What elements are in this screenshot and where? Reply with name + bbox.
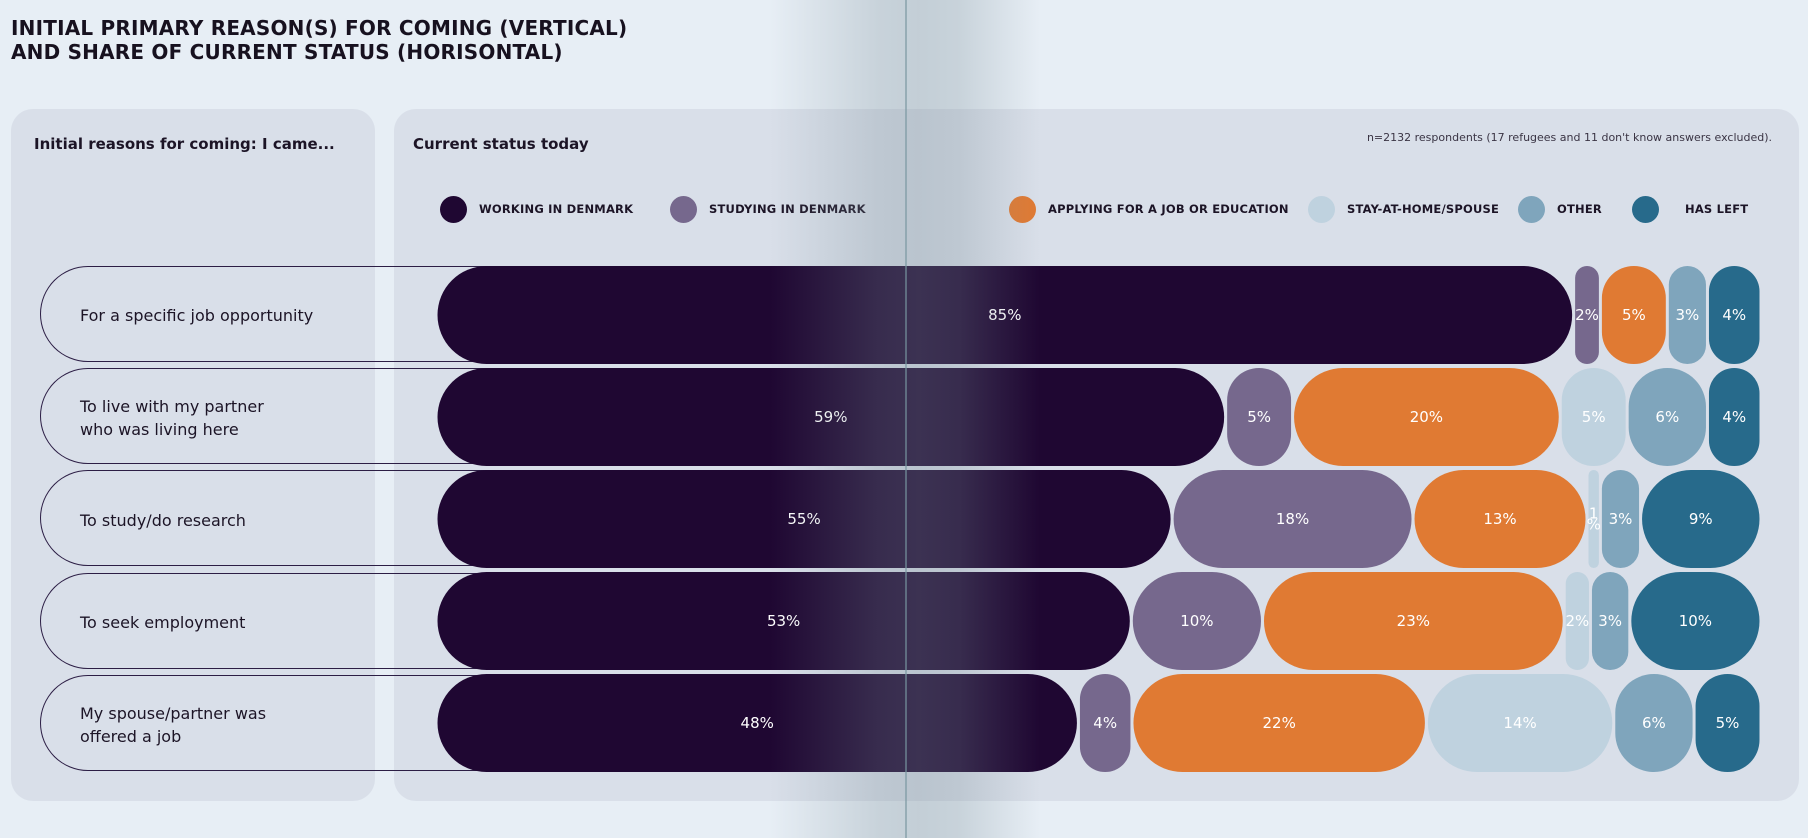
data-label-left: 5% <box>1716 714 1740 732</box>
bar-segment-studying <box>1132 572 1261 670</box>
legend-swatch-studying <box>670 195 697 223</box>
bar-segment-applying <box>1133 674 1425 772</box>
bar-segment-stay <box>1561 368 1626 466</box>
row-label-outline <box>40 266 510 362</box>
row-label-specific-job: For a specific job opportunity <box>80 306 314 325</box>
data-label-left: 4% <box>1722 408 1746 426</box>
bar-segment-other <box>1601 470 1640 568</box>
bar-segment-other <box>1615 674 1693 772</box>
data-label-other: 3% <box>1598 612 1622 630</box>
row-label-spouse-offered-job: My spouse/partner was offered a job <box>80 704 267 746</box>
data-label-stay: 1% <box>1587 505 1601 534</box>
data-label-working: 59% <box>814 408 847 426</box>
bar-segment-studying <box>1173 470 1412 568</box>
legend-item-other: OTHER <box>1518 195 1602 223</box>
legend-label-applying: APPLYING FOR A JOB OR EDUCATION <box>1048 202 1289 216</box>
legend-swatch-applying <box>1009 195 1036 223</box>
data-label-other: 6% <box>1655 408 1679 426</box>
bar-segment-working <box>437 266 1573 364</box>
row-label-outline <box>40 675 510 771</box>
sample-note: n=2132 respondents (17 refugees and 11 d… <box>1366 131 1772 144</box>
legend-item-studying: STUDYING IN DENMARK <box>670 195 866 223</box>
legend-item-left: HAS LEFT <box>1632 195 1748 223</box>
row-label-outline <box>40 573 510 669</box>
bar-segment-other <box>1668 266 1706 364</box>
bar-segment-stay <box>1588 470 1599 568</box>
bar-segment-applying <box>1294 368 1559 466</box>
legend-label-working: WORKING IN DENMARK <box>479 202 634 216</box>
data-label-studying: 5% <box>1247 408 1271 426</box>
legend-swatch-working <box>440 195 467 223</box>
data-label-applying: 23% <box>1397 612 1430 630</box>
data-label-stay: 5% <box>1582 408 1606 426</box>
legend-label-stay: STAY-AT-HOME/SPOUSE <box>1347 202 1500 216</box>
data-label-working: 53% <box>767 612 800 630</box>
legend-swatch-other <box>1518 195 1545 223</box>
legend-swatch-left <box>1632 195 1659 223</box>
bar-segment-left <box>1708 266 1760 364</box>
bar-segment-other <box>1628 368 1706 466</box>
legend-label-left: HAS LEFT <box>1685 202 1749 216</box>
bar-segment-applying <box>1601 266 1666 364</box>
row-label-outline <box>40 368 510 464</box>
bar-segment-applying <box>1414 470 1586 568</box>
bar-segment-working <box>437 674 1077 772</box>
data-label-studying: 2% <box>1575 306 1599 324</box>
data-label-other: 3% <box>1609 510 1633 528</box>
data-label-working: 55% <box>787 510 820 528</box>
data-label-working: 85% <box>988 306 1021 324</box>
data-label-studying: 18% <box>1276 510 1309 528</box>
reasons-heading: Initial reasons for coming: I came... <box>34 135 335 153</box>
bar-segment-left <box>1642 470 1760 568</box>
bar-segment-left <box>1695 674 1760 772</box>
data-label-left: 10% <box>1679 612 1712 630</box>
data-label-studying: 10% <box>1180 612 1213 630</box>
legend-label-studying: STUDYING IN DENMARK <box>709 202 866 216</box>
legend-item-stay: STAY-AT-HOME/SPOUSE <box>1308 195 1499 223</box>
row-label-live-with-partner: To live with my partner who was living h… <box>80 397 264 439</box>
data-label-working: 48% <box>741 714 774 732</box>
legend-label-other: OTHER <box>1557 202 1602 216</box>
data-label-left: 9% <box>1689 510 1713 528</box>
chart-title: INITIAL PRIMARY REASON(S) FOR COMING (VE… <box>11 16 628 64</box>
bar-segment-studying <box>1575 266 1599 364</box>
bar-segment-applying <box>1263 572 1563 670</box>
data-label-applying: 22% <box>1263 714 1296 732</box>
row-label-study-research: To study/do research <box>80 511 246 530</box>
data-label-stay: 14% <box>1503 714 1536 732</box>
data-label-stay: 2% <box>1565 612 1589 630</box>
bar-segment-working <box>437 368 1225 466</box>
bar-segment-working <box>437 572 1130 670</box>
status-heading: Current status today <box>413 135 589 153</box>
legend-swatch-stay <box>1308 195 1335 223</box>
bar-segment-stay <box>1427 674 1613 772</box>
data-label-applying: 13% <box>1483 510 1516 528</box>
data-label-left: 4% <box>1722 306 1746 324</box>
bar-segment-working <box>437 470 1171 568</box>
bar-segment-studying <box>1079 674 1131 772</box>
data-label-other: 3% <box>1675 306 1699 324</box>
bar-segment-stay <box>1565 572 1589 670</box>
bar-segment-studying <box>1227 368 1292 466</box>
row-label-seek-employment: To seek employment <box>80 613 246 632</box>
data-label-studying: 4% <box>1093 714 1117 732</box>
data-label-other: 6% <box>1642 714 1666 732</box>
legend-item-working: WORKING IN DENMARK <box>440 195 633 223</box>
bar-segment-other <box>1591 572 1629 670</box>
bar-segment-left <box>1708 368 1760 466</box>
data-label-applying: 5% <box>1622 306 1646 324</box>
legend-item-applying: APPLYING FOR A JOB OR EDUCATION <box>1009 195 1289 223</box>
bar-segment-left <box>1631 572 1760 670</box>
row-label-outline <box>40 470 510 566</box>
data-label-applying: 20% <box>1410 408 1443 426</box>
